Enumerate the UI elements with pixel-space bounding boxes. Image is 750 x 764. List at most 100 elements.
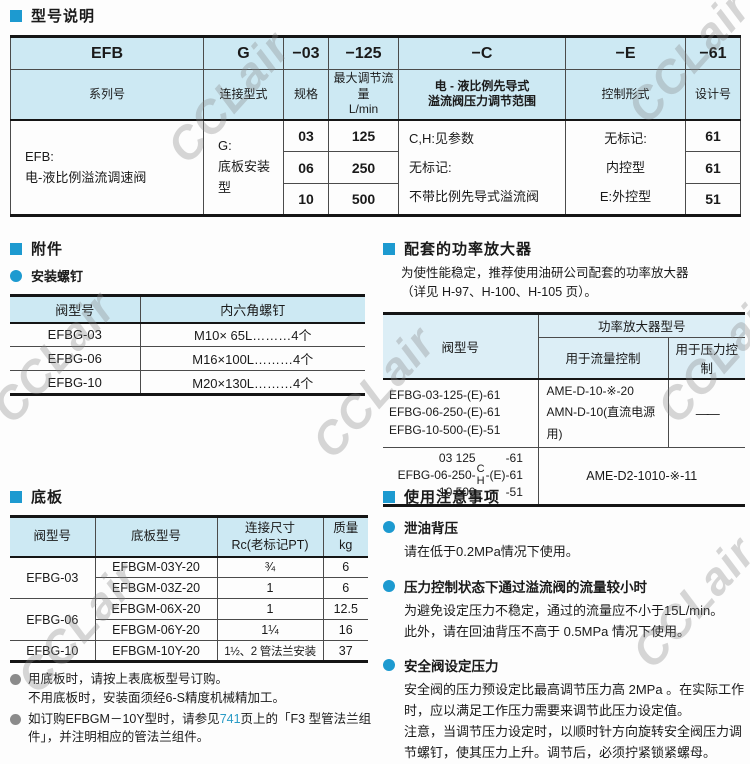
precaution-body: 为避免设定压力不稳定，通过的流量应不小于15L/min。 此外，请在回油背压不高… [404,602,724,639]
amplifier-section: 配套的功率放大器 为使性能稳定，推荐使用油研公司配套的功率放大器 （详见 H-9… [382,238,746,507]
valve-model: EFBG-10 [9,370,141,395]
code-e: −E [565,36,686,70]
precaution-heading-text: 泄油背压 [404,521,458,536]
label-control: 控制形式 [565,68,686,121]
precaution-body: 安全阀的压力预设定比最高调节压力高 2MPa 。在实际工作时，应以满足工作压力需… [404,682,745,760]
section-title-text: 底板 [31,489,64,506]
mass-value: 6 [322,577,369,599]
code-g: G [203,36,284,70]
precaution-heading-text: 安全阀设定压力 [404,659,499,675]
compound-ch: C H [476,462,485,487]
size-value: 06 [283,151,329,185]
col-header-model: 阀型号 [9,516,96,558]
precaution-item: 泄油背压 请在低于0.2MPa情况下使用。 [383,517,745,563]
baseplate-notes: 用底板时，请按上表底板型号订购。 不用底板时，安装面须经6-S精度机械精加工。 … [10,670,378,747]
label-flow: 最大调节流量 L/min [328,68,399,121]
design-value: 61 [685,151,741,185]
amplifier-intro: 为使性能稳定，推荐使用油研公司配套的功率放大器 （详见 H-97、H-100、H… [401,264,745,303]
compound-left: 03 125 EFBG-06-250- 10 500 [397,451,476,499]
section-title-baseplate: 底板 [10,486,378,507]
label-pressure: 电 - 液比例先导式 溢流阀压力调节范围 [398,68,566,121]
amp-model: AME-D-10-※-20 [546,383,634,398]
intro-line: （详见 H-97、H-100、H-105 页）。 [401,285,597,300]
mass-value: 37 [322,640,369,662]
valve-model: EFBG-06 [9,598,96,641]
model-code-table: EFB G −03 −125 −C −E −61 系列号 连接型式 规格 最大调… [10,35,741,218]
note-line: 不用底板时，安装面须经6-S精度机械精加工。 [28,690,285,705]
section-marker-icon [10,242,22,255]
flow-value: 500 [328,183,399,217]
section-marker-icon [10,490,22,503]
col-header-plate: 底板型号 [94,516,218,558]
col-header-amp: 功率放大器型号 [537,312,746,338]
plate-model: EFBGM-06X-20 [94,598,218,620]
label-design: 设计号 [685,68,741,121]
table-row: EFBGM-03Z-20 1 6 [10,577,369,599]
label-size: 规格 [283,68,329,121]
valve-models: EFBG-03-125-(E)-61 EFBG-06-250-(E)-61 EF… [382,378,539,448]
precaution-heading-text: 压力控制状态下通过溢流阀的流量较小时 [404,579,647,595]
section-marker-icon [383,242,395,255]
note-line: 页上的「F3 型管法兰组件」，并注明相应的管法兰组件。 [28,711,372,745]
section-marker-icon [383,490,395,503]
col-header-mass: 质量 kg [322,516,369,558]
screw-spec: M16×100L………4个 [139,346,366,371]
design-value: 51 [685,183,741,217]
conn-size: 1 [216,577,324,599]
section-title-text: 使用注意事项 [404,489,501,506]
page-ref-link[interactable]: 741 [219,711,241,726]
table-row: 03 125 EFBG-06-250- 10 500 C H -61 -(E)-… [382,446,746,506]
valve-model: EFBG-10 [9,640,96,662]
section-title-text: 配套的功率放大器 [404,241,533,258]
compound-right: -61 -(E)-61 -51 [485,451,523,499]
table-row: EFBG-03-125-(E)-61 EFBG-06-250-(E)-61 EF… [382,378,746,448]
valve-model: EFBG-06 [9,346,141,371]
note-text: 用底板时，请按上表底板型号订购。 不用底板时，安装面须经6-S精度机械精加工。 [28,670,285,708]
subsection-title-text: 安装螺钉 [31,269,84,284]
screw-spec: M10× 65L………4个 [139,322,366,347]
amplifier-table: 阀型号 功率放大器型号 用于流量控制 用于压力控制 EFBG-03-125-(E… [382,311,746,507]
col-header-size: 连接尺寸 Rc(老标记PT) [216,516,324,558]
code-size: −03 [283,36,329,70]
table-row: EFBG-06 EFBGM-06X-20 1 12.5 [9,598,369,641]
conn-size: 1½、2 管法兰安装 [216,640,324,662]
screw-spec: M20×130L………4个 [139,370,366,395]
precaution-item: 压力控制状态下通过溢流阀的流量较小时 为避免设定压力不稳定，通过的流量应不小于1… [383,576,745,643]
size-value: 10 [283,183,329,217]
valve-models-compound: 03 125 EFBG-06-250- 10 500 C H -61 -(E)-… [382,446,539,506]
table-row: EFBGM-06Y-20 1¼ 16 [10,619,369,641]
note-item: 如订购EFBGM－10Y型时，请参见741页上的「F3 型管法兰组件」，并注明相… [10,710,378,748]
col-header-model: 阀型号 [382,312,539,380]
code-flow: −125 [328,36,399,70]
precaution-heading: 安全阀设定压力 [383,655,745,675]
label-mount: 连接型式 [203,68,284,121]
code-c: −C [398,36,566,70]
note-line: 用底板时，请按上表底板型号订购。 [28,672,229,686]
mass-value: 16 [322,619,369,641]
precaution-heading: 压力控制状态下通过溢流阀的流量较小时 [383,576,745,596]
section-title-accessories: 附件 [10,238,365,259]
subsection-mounting-screws: 安装螺钉 [10,266,365,285]
size-value: 03 [283,119,329,153]
conn-size: 1 [216,598,324,620]
amp-model: AMN-D-10(直流电源用) [546,405,656,441]
pressure-amplifier-cell: —— [667,378,746,448]
precaution-heading: 泄油背压 [383,517,745,537]
amp-model: AME-D2-1010-※-11 [537,446,746,506]
bullet-icon [10,269,22,282]
plate-model: EFBGM-06Y-20 [94,619,218,641]
valve-model: EFBG-03 [9,322,141,347]
baseplate-table: 阀型号 底板型号 连接尺寸 Rc(老标记PT) 质量 kg EFBG-03 EF… [9,515,369,663]
section-title-text: 附件 [31,241,64,258]
table-row: EFBG-10 EFBGM-10Y-20 1½、2 管法兰安装 37 [9,640,369,662]
plate-model: EFBGM-10Y-20 [94,640,218,662]
section-title-precautions: 使用注意事项 [383,486,745,507]
note-item: 用底板时，请按上表底板型号订购。 不用底板时，安装面须经6-S精度机械精加工。 [10,670,378,708]
mass-value: 6 [322,556,369,578]
conn-size: ¾ [216,556,324,578]
table-row: EFBG-10 M20×130L………4个 [9,370,366,395]
plate-model: EFBGM-03Y-20 [94,556,218,578]
plate-model: EFBGM-03Z-20 [94,577,218,599]
note-text: 如订购EFBGM－10Y型时，请参见741页上的「F3 型管法兰组件」，并注明相… [28,710,378,748]
section-title-text: 型号说明 [31,8,96,25]
